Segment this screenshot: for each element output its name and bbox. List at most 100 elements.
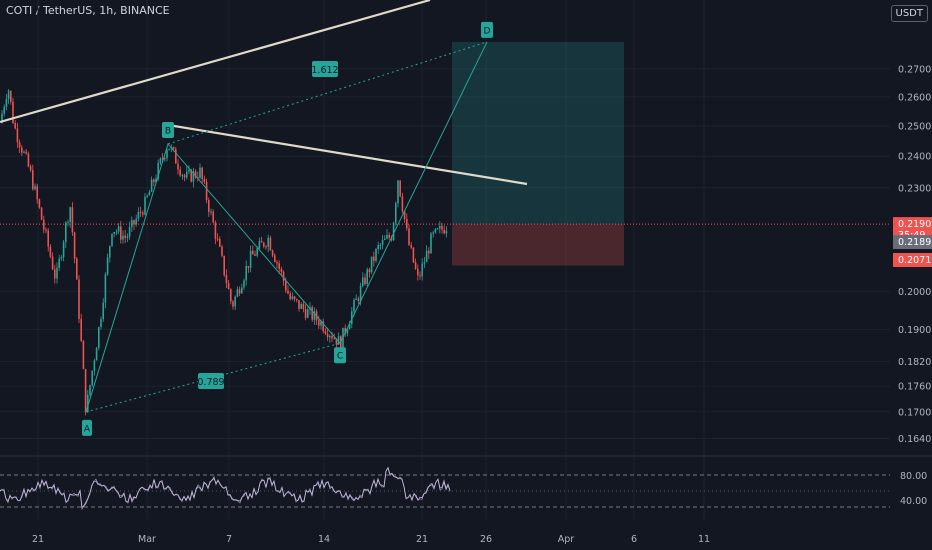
candle-body: [436, 228, 439, 230]
candle-body: [265, 246, 267, 248]
candle: [311, 305, 313, 322]
candle-body: [51, 256, 54, 270]
candle: [346, 327, 349, 337]
candle-body: [399, 180, 401, 197]
candle-body: [421, 263, 423, 277]
time-tick-label: 26: [480, 534, 492, 545]
candle-body: [214, 222, 217, 239]
candle: [49, 244, 52, 259]
candle: [362, 272, 364, 288]
time-tick-label: 14: [318, 534, 330, 545]
symbol-title[interactable]: COTI / TetherUS, 1h, BINANCE: [6, 4, 170, 17]
candle: [124, 229, 126, 244]
candle-body: [401, 196, 404, 212]
candle: [186, 166, 188, 180]
candle: [144, 192, 146, 216]
candle-body: [397, 180, 399, 204]
last-price-label-text: 0.2190: [898, 219, 931, 230]
candle-body: [247, 266, 250, 268]
candle: [410, 241, 412, 249]
candle-body: [93, 360, 96, 371]
rsi-panel: 80.00 40.00: [0, 455, 932, 510]
candle-body: [241, 287, 243, 294]
candle-body: [212, 211, 214, 223]
candle: [78, 275, 80, 324]
candle-body: [186, 171, 188, 178]
candle-body: [120, 226, 122, 240]
candle-body: [269, 237, 272, 251]
candle-body: [71, 207, 74, 233]
candle: [392, 221, 395, 242]
candle: [128, 221, 131, 240]
candle: [208, 197, 210, 217]
candle: [21, 144, 23, 156]
time-tick-label: Mar: [138, 534, 156, 545]
candle-body: [408, 228, 410, 246]
stop-zone: [452, 224, 624, 266]
candle: [87, 389, 89, 414]
candle: [441, 222, 443, 234]
candle-body: [219, 238, 221, 247]
candle: [337, 332, 340, 345]
candle-body: [155, 178, 157, 183]
candle: [384, 235, 386, 241]
candle-body: [368, 269, 371, 273]
candle: [412, 247, 415, 264]
candle: [423, 256, 426, 268]
price-axis: 0.2700 0.2600 0.2500 0.2400 0.2300 0.2000 0.19…: [893, 64, 932, 445]
candle-body: [10, 90, 12, 102]
candle-body: [43, 219, 45, 230]
candle: [300, 302, 302, 310]
candle-body: [183, 175, 186, 178]
candle-body: [280, 268, 283, 272]
candle: [126, 233, 129, 242]
candle: [278, 260, 280, 275]
candle: [399, 180, 401, 198]
candle-body: [80, 318, 82, 341]
candle-body: [210, 211, 212, 213]
candle: [120, 221, 122, 244]
candle: [12, 97, 14, 124]
candle-body: [256, 248, 258, 256]
candle: [401, 192, 404, 214]
candle-body: [221, 246, 223, 256]
target-zone: [452, 41, 624, 225]
candle: [388, 232, 390, 240]
candle-body: [14, 123, 16, 129]
candle: [58, 254, 60, 272]
upper-trendline: [0, 0, 431, 124]
candle: [221, 244, 223, 258]
candle-body: [117, 226, 120, 232]
candle-body: [386, 235, 388, 239]
candle: [76, 256, 78, 280]
candle: [199, 163, 201, 180]
candle-body: [300, 303, 302, 309]
candle: [18, 139, 21, 154]
candle-body: [84, 369, 87, 413]
candle-body: [414, 262, 417, 269]
candle-body: [157, 162, 159, 179]
candle: [56, 262, 58, 284]
candle: [67, 219, 69, 227]
candle-body: [254, 254, 256, 256]
candle-body: [258, 241, 261, 249]
candle: [93, 358, 96, 376]
pattern-legs: [85, 41, 488, 413]
candle: [159, 157, 162, 166]
candle: [95, 347, 98, 361]
candle-body: [29, 166, 32, 171]
candle: [60, 255, 63, 261]
candle-body: [146, 195, 148, 197]
currency-button[interactable]: USDT: [890, 5, 928, 22]
candle-body: [304, 309, 307, 318]
candle-body: [326, 333, 329, 338]
candle-body: [267, 237, 269, 247]
candle-body: [3, 106, 5, 114]
candle: [54, 264, 56, 284]
candle-body: [65, 222, 67, 243]
candle-body: [124, 235, 126, 238]
candle-body: [445, 230, 448, 234]
candle-body: [419, 275, 421, 277]
candle: [36, 183, 38, 204]
